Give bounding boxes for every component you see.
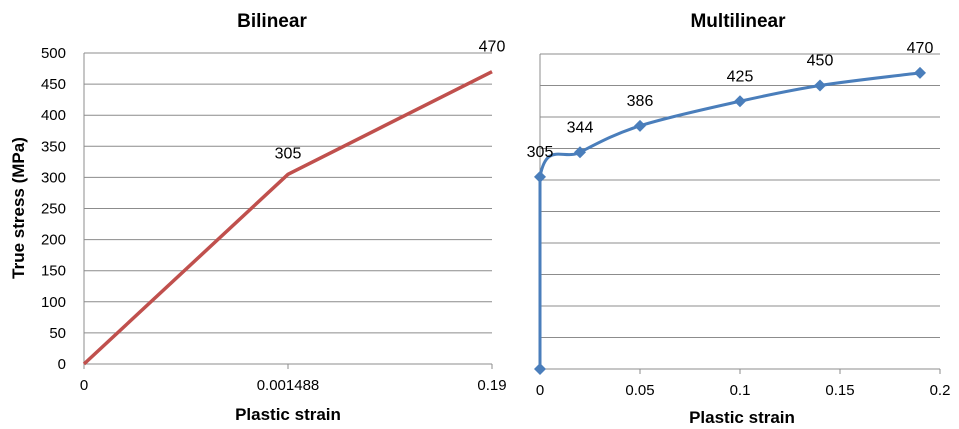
x-axis-title: Plastic strain bbox=[235, 405, 341, 424]
y-tick-label: 350 bbox=[41, 138, 66, 155]
y-axis-title: True stress (MPa) bbox=[9, 137, 28, 279]
data-point-marker bbox=[574, 146, 586, 159]
data-label: 470 bbox=[907, 40, 934, 57]
data-label: 425 bbox=[727, 68, 754, 85]
y-tick-label: 0 bbox=[58, 356, 66, 373]
y-tick-label: 150 bbox=[41, 263, 66, 280]
data-label: 344 bbox=[567, 119, 594, 136]
x-tick-label: 0.1 bbox=[730, 382, 751, 399]
x-tick-label: 0.15 bbox=[825, 382, 854, 399]
x-tick-label: 0.001488 bbox=[257, 377, 320, 394]
bilinear-chart: 0 50 100 150 200 250 300 350 400 450 500 0 0.001488 0… bbox=[9, 11, 507, 424]
data-point-marker bbox=[814, 79, 826, 92]
y-tick-label: 400 bbox=[41, 107, 66, 124]
x-tick-label: 0 bbox=[80, 377, 88, 394]
x-tick-label: 0 bbox=[536, 382, 544, 399]
data-label: 305 bbox=[527, 144, 554, 161]
data-label: 470 bbox=[479, 39, 506, 56]
data-label: 450 bbox=[807, 53, 834, 70]
x-tick-label: 0.19 bbox=[477, 377, 506, 394]
y-tick-label: 300 bbox=[41, 169, 66, 186]
y-tick-label: 450 bbox=[41, 76, 66, 93]
y-tick-label: 500 bbox=[41, 45, 66, 62]
multilinear-chart: 0 0.05 0.1 0.15 0.2 305 344 386 425 450 470 Multili… bbox=[527, 11, 951, 427]
series-line bbox=[82, 70, 493, 366]
data-point-marker bbox=[534, 363, 546, 375]
x-tick-label: 0.2 bbox=[930, 382, 951, 399]
y-tick-label: 250 bbox=[41, 201, 66, 218]
data-label: 305 bbox=[275, 145, 302, 162]
x-tick-label: 0.05 bbox=[625, 382, 654, 399]
data-label: 386 bbox=[627, 93, 654, 110]
chart-title: Multilinear bbox=[690, 11, 786, 32]
data-point-marker bbox=[634, 119, 646, 132]
y-tick-label: 200 bbox=[41, 232, 66, 249]
chart-title: Bilinear bbox=[237, 11, 307, 32]
y-tick-label: 100 bbox=[41, 294, 66, 311]
data-point-marker bbox=[534, 170, 546, 183]
data-point-marker bbox=[914, 66, 926, 79]
x-axis-title: Plastic strain bbox=[689, 408, 795, 427]
data-point-marker bbox=[734, 95, 746, 108]
y-tick-label: 50 bbox=[49, 325, 66, 342]
